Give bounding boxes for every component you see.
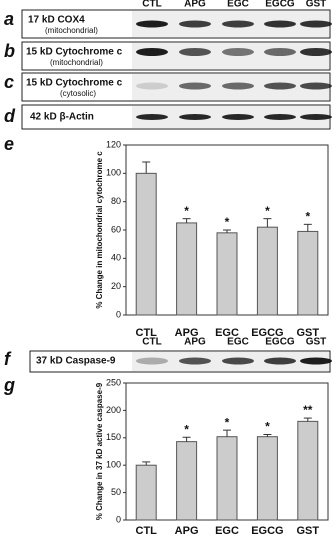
y-tick-label: 100 (106, 460, 121, 470)
blot-band (179, 357, 211, 365)
bar (297, 230, 319, 316)
blot-band (136, 82, 168, 90)
blot-band (136, 357, 168, 365)
blot-band (264, 82, 296, 90)
blot-band (179, 20, 211, 28)
blot-band (300, 357, 332, 365)
blot-band (264, 114, 296, 120)
lane-label: APG (184, 337, 206, 348)
y-axis-label: % Change in mitochondrial cytochrome c (95, 151, 104, 309)
lane-label: APG (184, 0, 206, 10)
x-tick-label: APG (175, 525, 199, 537)
blot-band (222, 48, 254, 56)
bar (256, 226, 278, 316)
blot-band (222, 82, 254, 90)
panel-letter: e (4, 134, 14, 154)
blot-band (264, 48, 296, 56)
panel-letter: a (4, 9, 14, 29)
y-tick-label: 120 (106, 139, 121, 149)
bar (216, 436, 238, 521)
blot-band (136, 114, 168, 120)
significance: * (265, 420, 270, 434)
x-tick-label: EGCG (251, 327, 283, 339)
blot-label: 15 kD Cytochrome c (26, 78, 123, 89)
y-tick-label: 60 (111, 224, 121, 234)
x-tick-label: GST (296, 327, 319, 339)
blot-band (179, 114, 211, 120)
blot-band (222, 20, 254, 28)
blot-band (300, 82, 332, 90)
lane-label: CTL (142, 0, 161, 10)
blot-sublabel: (mitochondrial) (45, 26, 98, 35)
bar (216, 232, 238, 316)
significance: * (225, 415, 230, 429)
lane-label: GST (306, 337, 327, 348)
lane-label: EGC (227, 0, 249, 10)
x-tick-label: EGC (215, 525, 239, 537)
blot-band (300, 20, 332, 28)
panel-letter: g (3, 375, 15, 395)
x-tick-label: GST (296, 525, 319, 537)
blot-band (179, 48, 211, 56)
bar (176, 222, 198, 316)
blot-sublabel: (mitochondrial) (50, 58, 103, 67)
bar (297, 420, 319, 521)
blot-band (179, 82, 211, 90)
blot-band (222, 114, 254, 120)
x-tick-label: CTL (136, 525, 158, 537)
bar (135, 172, 157, 316)
blot-band (300, 114, 332, 120)
significance: * (265, 204, 270, 218)
x-tick-label: EGCG (251, 525, 283, 537)
blot-band (264, 357, 296, 365)
blot-band (136, 48, 168, 56)
lane-label: CTL (142, 337, 161, 348)
x-tick-label: CTL (136, 327, 158, 339)
y-axis-label: % Change in 37 kD active caspase-9 (95, 382, 104, 520)
blot-bg (132, 43, 329, 69)
x-tick-label: EGC (215, 327, 239, 339)
x-tick-label: APG (175, 327, 199, 339)
blot-label: 37 kD Caspase-9 (36, 356, 116, 367)
y-tick-label: 80 (111, 196, 121, 206)
significance: * (184, 204, 189, 218)
y-tick-label: 200 (106, 405, 121, 415)
blot-label: 15 kD Cytochrome c (26, 47, 123, 58)
blot-label: 17 kD COX4 (28, 15, 85, 26)
bar (256, 436, 278, 521)
bar (135, 464, 157, 521)
y-tick-label: 100 (106, 168, 121, 178)
y-tick-label: 40 (111, 253, 121, 263)
y-tick-label: 150 (106, 432, 121, 442)
y-tick-label: 250 (106, 377, 121, 387)
bar (176, 441, 198, 521)
lane-label: EGCG (265, 337, 295, 348)
blot-sublabel: (cytosolic) (60, 89, 96, 98)
lane-label: EGC (227, 337, 249, 348)
significance: * (305, 210, 310, 224)
significance: * (184, 422, 189, 436)
blot-band (264, 20, 296, 28)
panel-letter: f (4, 349, 12, 369)
blot-band (136, 20, 168, 28)
y-tick-label: 0 (116, 514, 121, 524)
y-tick-label: 0 (116, 309, 121, 319)
blot-band (222, 357, 254, 365)
panel-letter: b (4, 41, 15, 61)
panel-letter: c (4, 72, 14, 92)
blot-band (300, 48, 332, 56)
significance: * (225, 215, 230, 229)
y-tick-label: 50 (111, 487, 121, 497)
panel-letter: d (4, 106, 16, 126)
lane-label: EGCG (265, 0, 295, 10)
blot-label: 42 kD β-Actin (30, 112, 94, 123)
lane-label: GST (306, 0, 327, 10)
significance: ** (303, 403, 313, 417)
y-tick-label: 20 (111, 281, 121, 291)
